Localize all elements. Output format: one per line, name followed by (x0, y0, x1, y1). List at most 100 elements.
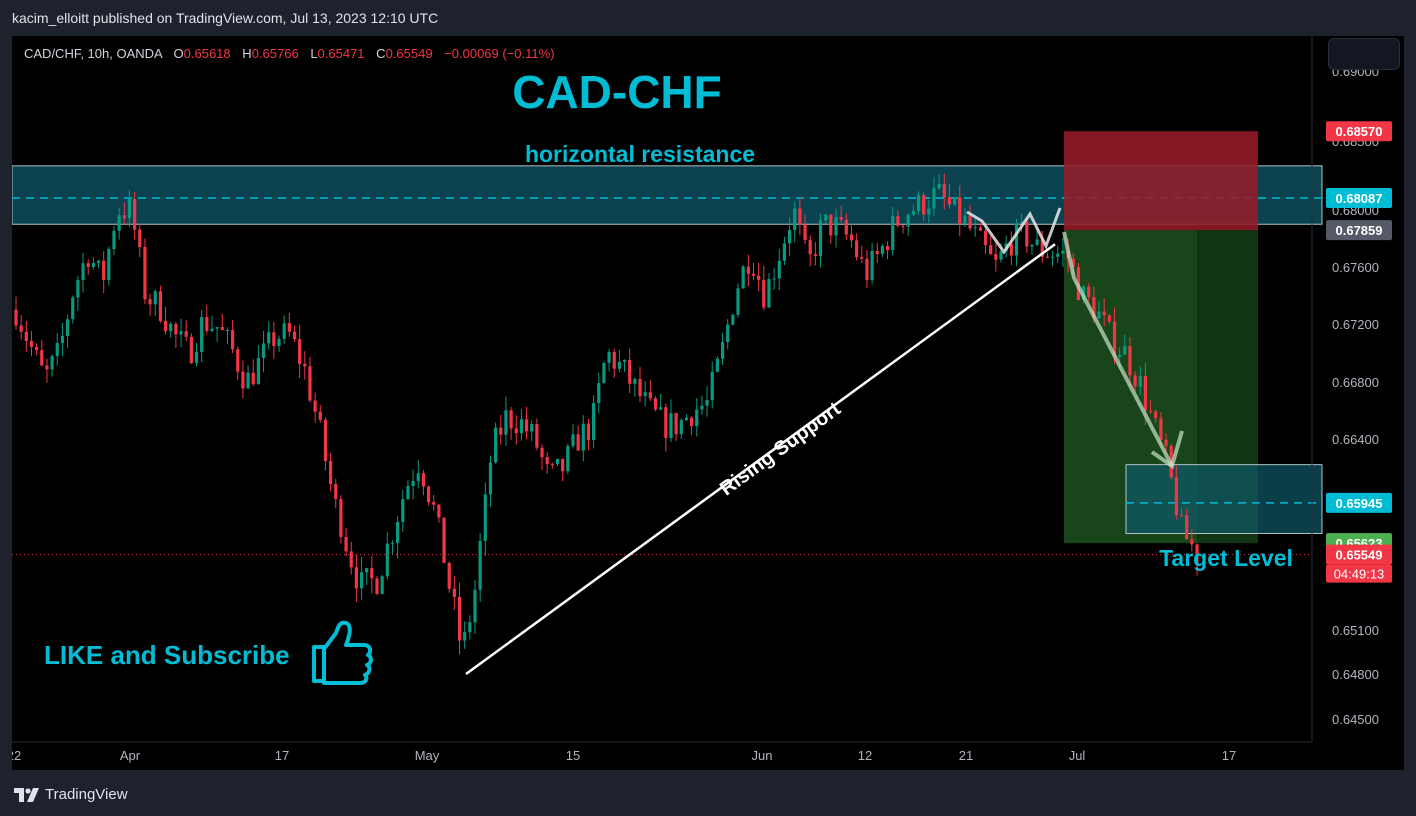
candle (442, 517, 446, 563)
candle (313, 400, 317, 412)
candle (1185, 515, 1189, 540)
candle (24, 331, 28, 341)
candle (592, 403, 596, 441)
candle (612, 351, 616, 369)
candle (256, 357, 260, 385)
candle (1092, 297, 1096, 319)
candle (163, 320, 168, 332)
candle (571, 434, 575, 447)
stop-loss-box (1064, 131, 1258, 231)
candle (71, 297, 75, 320)
candle (1143, 376, 1148, 411)
top-bar: kacim_elloitt published on TradingView.c… (0, 0, 1416, 36)
candle (35, 346, 39, 351)
chart-area[interactable]: Rising Support CAD-CHF horizontal resistan… (7, 36, 1404, 770)
candle (844, 219, 848, 235)
chart-menu-button[interactable] (1328, 38, 1400, 70)
tradingview-logo[interactable]: TradingView (14, 786, 128, 803)
candle (1123, 346, 1127, 355)
candle (205, 317, 209, 331)
candle (555, 458, 560, 465)
candle (432, 502, 436, 505)
candle (251, 372, 255, 385)
candle (359, 572, 364, 589)
candle (782, 243, 787, 261)
candle (530, 423, 534, 432)
candle (628, 360, 632, 384)
cta-label: LIKE and Subscribe (44, 640, 290, 670)
candle (891, 216, 895, 251)
candle (29, 340, 34, 347)
candle (1056, 253, 1060, 257)
candle (127, 198, 132, 219)
candle (777, 260, 781, 279)
candle (983, 230, 988, 246)
candle (1050, 256, 1055, 258)
candle (1087, 286, 1091, 298)
candle (184, 331, 188, 337)
candle (808, 240, 812, 255)
candle (40, 350, 44, 366)
candle (772, 278, 776, 280)
candle (1138, 376, 1142, 387)
candle (365, 568, 369, 573)
candle (447, 562, 451, 589)
candle (96, 260, 101, 264)
legend-symbol: CAD/CHF, 10h, OANDA (24, 46, 163, 61)
rising-support-label: Rising Support (716, 398, 845, 500)
candle (1035, 239, 1039, 245)
x-tick-label: 12 (858, 748, 872, 763)
candle (1128, 346, 1132, 376)
candle (566, 446, 570, 472)
target-zone (1125, 464, 1323, 534)
legend-close-label: C (376, 46, 386, 61)
candle (674, 413, 678, 435)
rising-support-line (465, 243, 1056, 676)
x-tick-label: Jul (1069, 748, 1086, 763)
candle (318, 411, 322, 420)
candle (865, 258, 869, 281)
ohlc-legend: CAD/CHF, 10h, OANDA O0.65618 H0.65766 L0… (24, 46, 563, 61)
candle (762, 279, 766, 308)
candle (19, 325, 23, 332)
candle (705, 399, 709, 406)
candle (679, 420, 683, 435)
thumbs-up-icon (312, 620, 373, 685)
candle (896, 216, 900, 226)
candle (416, 473, 420, 482)
candle (272, 332, 276, 347)
countdown-label: 04:49:13 (1334, 567, 1385, 582)
price-chart[interactable]: Rising Support CAD-CHF horizontal resistan… (7, 36, 1404, 770)
candle (958, 197, 962, 224)
candle (200, 317, 204, 352)
candle (504, 410, 508, 435)
candle (684, 417, 689, 421)
candle (457, 596, 462, 641)
candle (664, 407, 668, 439)
legend-low: 0.65471 (317, 46, 365, 61)
y-tick-label: 0.64500 (1332, 712, 1379, 727)
candle (349, 551, 353, 568)
y-tick-label: 0.66400 (1332, 432, 1379, 447)
candle (406, 486, 410, 500)
candle (638, 378, 642, 397)
candle (973, 227, 977, 229)
candle (916, 195, 921, 211)
candle (550, 464, 554, 466)
chart-title: CAD-CHF (512, 66, 722, 118)
candle (107, 249, 111, 280)
candle (622, 360, 627, 362)
zigzag-arrow (966, 207, 1062, 255)
candle (653, 398, 658, 410)
candle (344, 536, 348, 552)
candle (1118, 354, 1122, 358)
candle (426, 486, 431, 503)
candle (468, 622, 472, 633)
candle (870, 250, 874, 281)
candle (829, 214, 833, 236)
candle (942, 183, 946, 198)
x-tick-label: May (415, 748, 440, 763)
candle (1014, 223, 1019, 256)
candle (1148, 410, 1153, 412)
candle (174, 323, 178, 335)
